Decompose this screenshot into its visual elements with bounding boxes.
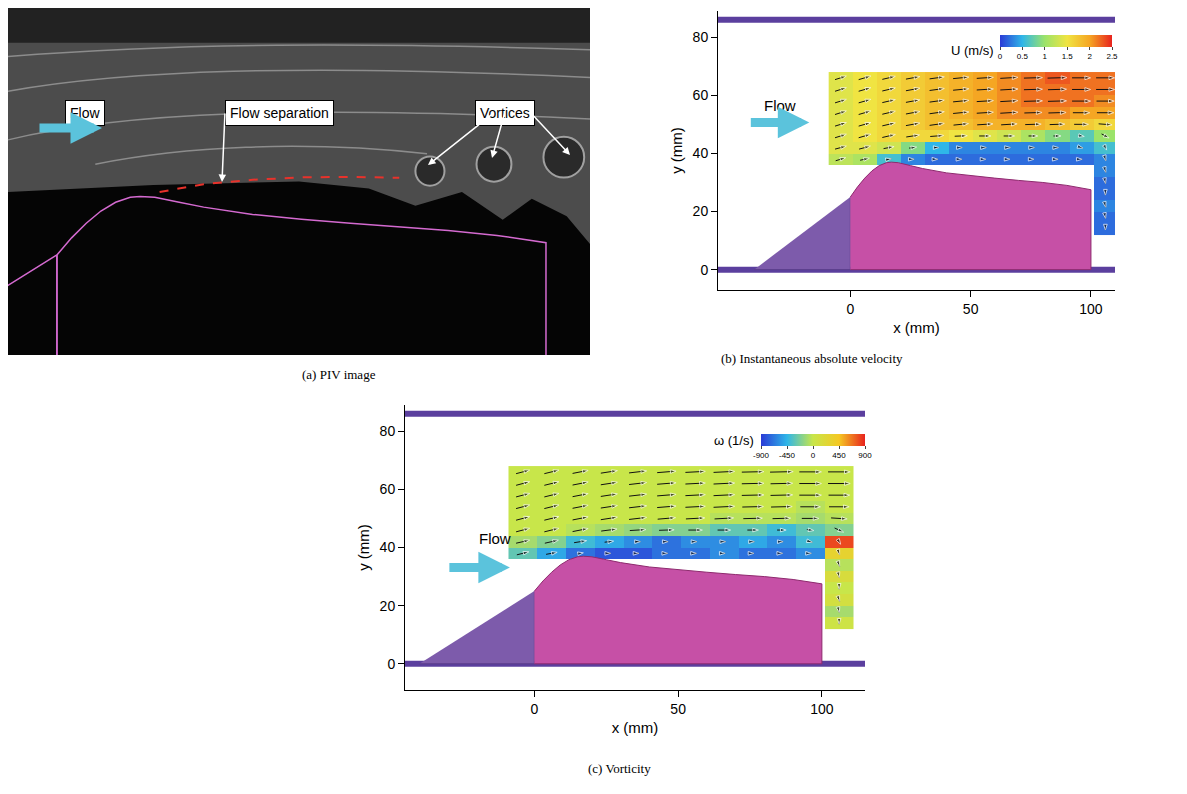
svg-text:0: 0 [700,262,708,278]
svg-text:2.5: 2.5 [1106,52,1118,61]
svg-text:0: 0 [846,301,854,317]
svg-text:Flow separation: Flow separation [230,105,329,121]
svg-text:50: 50 [963,301,979,317]
svg-text:Vortices: Vortices [480,105,530,121]
svg-text:0: 0 [530,701,538,717]
svg-text:x (mm): x (mm) [893,319,940,336]
svg-text:0.5: 0.5 [1017,52,1029,61]
svg-text:(a) PIV image: (a) PIV image [302,367,376,382]
svg-text:1: 1 [1043,52,1048,61]
svg-text:80: 80 [380,423,396,439]
svg-text:0: 0 [998,52,1003,61]
svg-text:U (m/s): U (m/s) [951,43,994,58]
svg-text:0: 0 [387,656,395,672]
svg-text:60: 60 [693,87,709,103]
svg-text:(b) Instantaneous absolute vel: (b) Instantaneous absolute velocity [721,351,903,366]
svg-text:y (mm): y (mm) [355,524,372,571]
svg-text:(c) Vorticity: (c) Vorticity [588,761,651,776]
svg-text:60: 60 [380,481,396,497]
svg-text:Flow: Flow [70,105,100,121]
svg-text:20: 20 [380,598,396,614]
svg-text:900: 900 [858,451,872,460]
svg-text:450: 450 [832,451,846,460]
svg-text:50: 50 [670,701,686,717]
svg-text:2: 2 [1087,52,1092,61]
svg-text:-450: -450 [779,451,796,460]
svg-text:Flow: Flow [764,97,796,114]
svg-text:y (mm): y (mm) [668,127,685,174]
svg-text:Flow: Flow [479,530,511,547]
svg-text:40: 40 [693,145,709,161]
svg-text:ω (1/s): ω (1/s) [714,433,754,448]
svg-text:80: 80 [693,29,709,45]
svg-text:0: 0 [811,451,816,460]
svg-text:100: 100 [1079,301,1103,317]
svg-text:1.5: 1.5 [1062,52,1074,61]
svg-text:x (mm): x (mm) [612,719,659,736]
svg-text:-900: -900 [753,451,770,460]
svg-text:100: 100 [810,701,834,717]
svg-text:20: 20 [693,203,709,219]
svg-text:40: 40 [380,539,396,555]
